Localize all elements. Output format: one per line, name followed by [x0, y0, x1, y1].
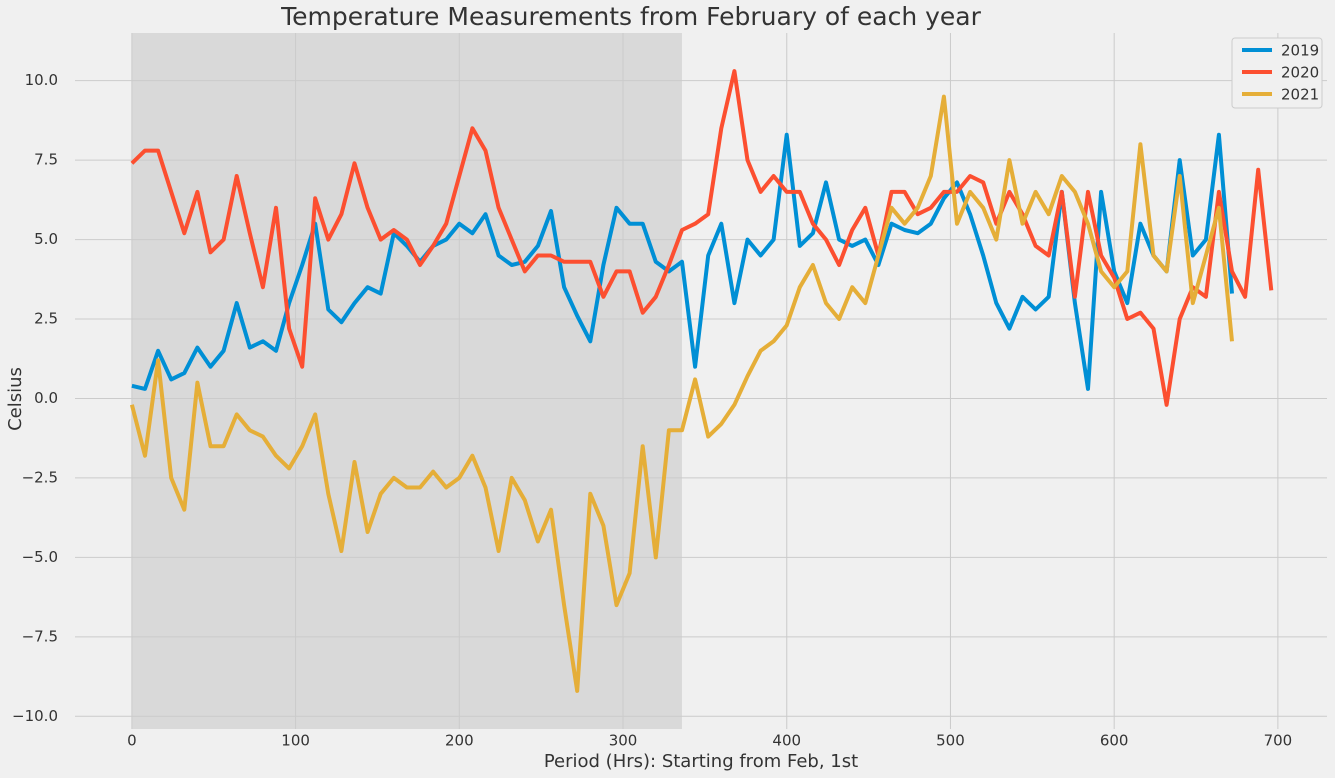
x-tick-label: 300 — [609, 732, 638, 750]
legend-box — [1231, 37, 1323, 109]
x-tick-label: 200 — [445, 732, 474, 750]
series-line — [130, 69, 1274, 407]
series-line — [129, 94, 1234, 693]
legend-label: 2020 — [1281, 64, 1319, 82]
y-tick-label: −5.0 — [22, 548, 58, 566]
y-tick-label: −7.5 — [22, 627, 58, 645]
y-tick-label: 2.5 — [34, 310, 58, 328]
x-tick-label: 600 — [1100, 732, 1129, 750]
x-tick-label: 100 — [281, 732, 310, 750]
y-tick-label: 7.5 — [34, 151, 58, 169]
legend-label: 2021 — [1281, 86, 1319, 104]
plot — [129, 69, 1274, 693]
grid — [75, 33, 1327, 729]
y-tick-label: −10.0 — [12, 707, 58, 725]
y-axis-label: Celsius — [5, 367, 26, 431]
y-tick-label: 5.0 — [34, 230, 58, 248]
x-tick-label: 700 — [1264, 732, 1293, 750]
chart-title: Temperature Measurements from February o… — [280, 2, 982, 31]
x-axis-label: Period (Hrs): Starting from Feb, 1st — [544, 751, 858, 772]
x-tick-label: 500 — [936, 732, 965, 750]
x-tick-label: 0 — [127, 732, 137, 750]
y-tick-label: 10.0 — [25, 71, 58, 89]
shaded-region — [131, 33, 682, 729]
legend-label: 2019 — [1281, 42, 1319, 60]
x-tick-label: 400 — [772, 732, 801, 750]
y-tick-label: −2.5 — [22, 468, 58, 486]
y-tick-label: 0.0 — [34, 389, 58, 407]
